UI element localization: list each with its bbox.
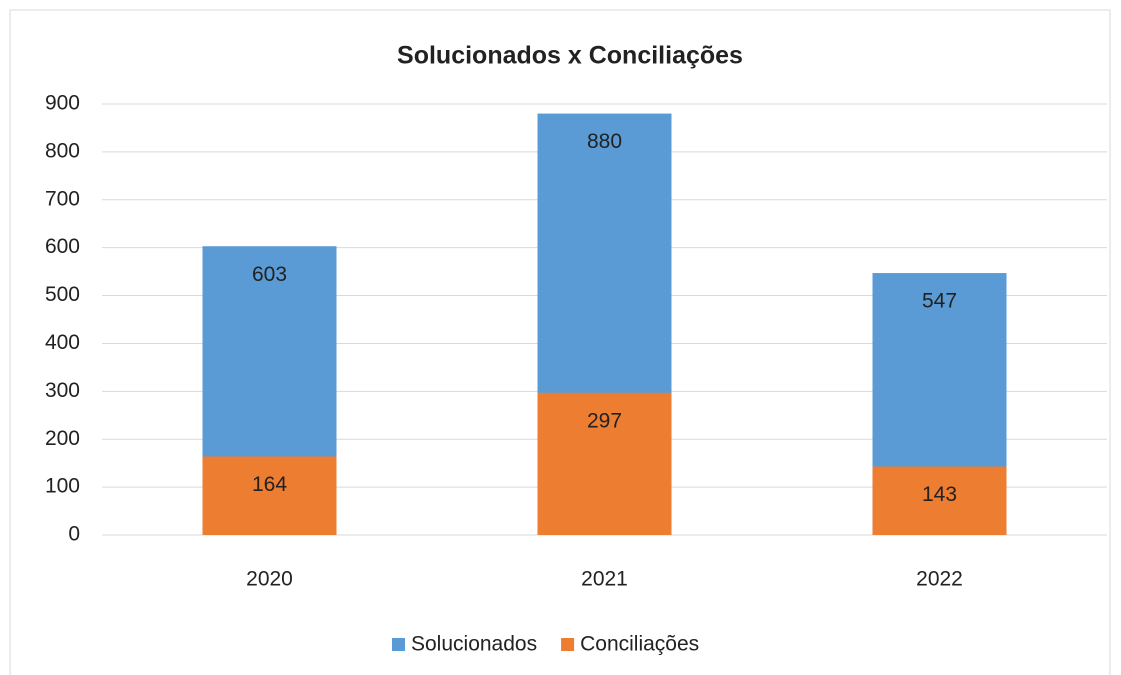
bar xyxy=(202,456,337,535)
legend-swatch xyxy=(392,638,405,651)
y-tick-label: 700 xyxy=(45,187,80,210)
y-tick-label: 100 xyxy=(45,475,80,498)
y-tick-label: 0 xyxy=(68,523,80,546)
data-label: 603 xyxy=(252,263,287,286)
legend-label: Solucionados xyxy=(411,633,537,656)
y-tick-label: 300 xyxy=(45,379,80,402)
bar xyxy=(537,392,672,535)
y-tick-label: 400 xyxy=(45,331,80,354)
y-tick-label: 800 xyxy=(45,139,80,162)
y-tick-label: 500 xyxy=(45,283,80,306)
bar xyxy=(872,466,1007,535)
chart-title: Solucionados x Conciliações xyxy=(397,42,743,70)
data-label: 143 xyxy=(922,483,957,506)
y-tick-label: 600 xyxy=(45,235,80,258)
x-tick-label: 2020 xyxy=(246,568,293,591)
y-tick-label: 900 xyxy=(45,92,80,115)
data-label: 297 xyxy=(587,409,622,432)
data-label: 547 xyxy=(922,290,957,313)
legend-swatch xyxy=(561,638,575,651)
y-tick-label: 200 xyxy=(45,427,80,450)
x-tick-label: 2022 xyxy=(916,568,963,591)
data-label: 164 xyxy=(252,473,287,496)
legend-label: Conciliações xyxy=(580,633,699,656)
x-tick-label: 2021 xyxy=(581,568,628,591)
data-label: 880 xyxy=(587,130,622,153)
